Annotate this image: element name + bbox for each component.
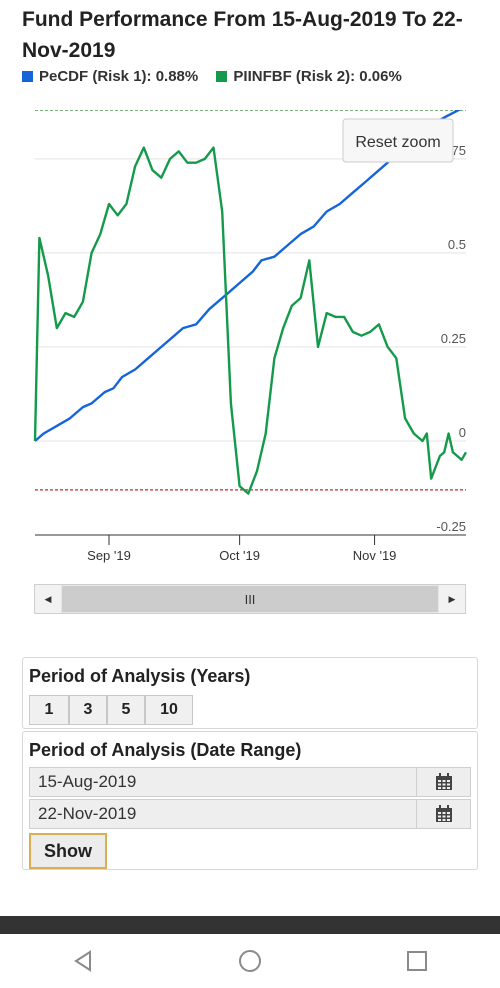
end-date-input[interactable]: 22-Nov-2019 [29, 799, 418, 829]
calendar-icon [435, 805, 452, 822]
home-icon[interactable] [238, 949, 262, 973]
scrollbar-thumb[interactable]: III [62, 586, 438, 612]
android-nav-bar [0, 934, 500, 988]
period-range-panel: Period of Analysis (Date Range) 15-Aug-2… [22, 731, 478, 870]
y-tick-label: 0 [459, 425, 466, 440]
x-tick-label: Nov '19 [353, 548, 397, 563]
scroll-left-arrow-icon[interactable]: ◀ [35, 585, 61, 613]
recents-icon[interactable] [406, 950, 428, 972]
start-date-row: 15-Aug-2019 [29, 767, 471, 797]
legend-item-pecdf[interactable]: PeCDF (Risk 1): 0.88% [22, 68, 198, 85]
legend-swatch-piinfbf [216, 71, 228, 82]
period-3-year-button[interactable]: 3 [69, 695, 107, 725]
series-line-pecdf[interactable] [34, 110, 466, 442]
period-years-heading: Period of Analysis (Years) [29, 666, 251, 686]
x-tick-label: Oct '19 [219, 548, 260, 563]
chart-title: Fund Performance From 15-Aug-2019 To 22-… [22, 8, 463, 62]
period-1-year-button[interactable]: 1 [29, 695, 69, 725]
grid-layer [35, 158, 466, 536]
reset-zoom-button-bg[interactable] [342, 118, 454, 163]
series-line-piinfbf[interactable] [33, 146, 468, 495]
reset-zoom-button[interactable]: Reset zoom [342, 118, 454, 163]
calendar-icon [435, 773, 452, 790]
scroll-right-arrow-icon[interactable]: ▶ [439, 585, 465, 613]
period-range-heading: Period of Analysis (Date Range) [29, 740, 302, 760]
legend-label-piinfbf: PIINFBF (Risk 2): 0.06% [233, 68, 402, 85]
period-years-buttons: 1 3 5 10 [29, 695, 471, 725]
start-date-input[interactable]: 15-Aug-2019 [29, 767, 418, 797]
back-icon[interactable] [72, 950, 94, 972]
y-tick-label: 0.5 [448, 237, 466, 252]
end-date-row: 22-Nov-2019 [29, 799, 471, 829]
reset-zoom-label: Reset zoom [355, 134, 440, 151]
period-10-year-button[interactable]: 10 [145, 695, 193, 725]
period-5-year-button[interactable]: 5 [107, 695, 145, 725]
series-layer [33, 110, 468, 495]
end-date-calendar-icon[interactable] [417, 799, 471, 829]
chart-scrollbar[interactable]: ◀ III ▶ [34, 584, 466, 614]
legend-label-pecdf: PeCDF (Risk 1): 0.88% [39, 68, 199, 85]
legend-swatch-pecdf [22, 71, 33, 82]
y-tick-label: -0.25 [436, 519, 466, 534]
chart-legend: PeCDF (Risk 1): 0.88% PIINFBF (Risk 2): … [22, 68, 416, 86]
y-tick-label: 0.25 [441, 331, 466, 346]
x-tick-label: Sep '19 [87, 548, 131, 563]
page-footer-bar [0, 916, 500, 934]
reference-lines [35, 110, 466, 491]
show-button[interactable]: Show [29, 833, 107, 869]
start-date-calendar-icon[interactable] [417, 767, 471, 797]
period-years-panel: Period of Analysis (Years) 1 3 5 10 [22, 657, 478, 729]
legend-item-piinfbf[interactable]: PIINFBF (Risk 2): 0.06% [216, 68, 402, 85]
